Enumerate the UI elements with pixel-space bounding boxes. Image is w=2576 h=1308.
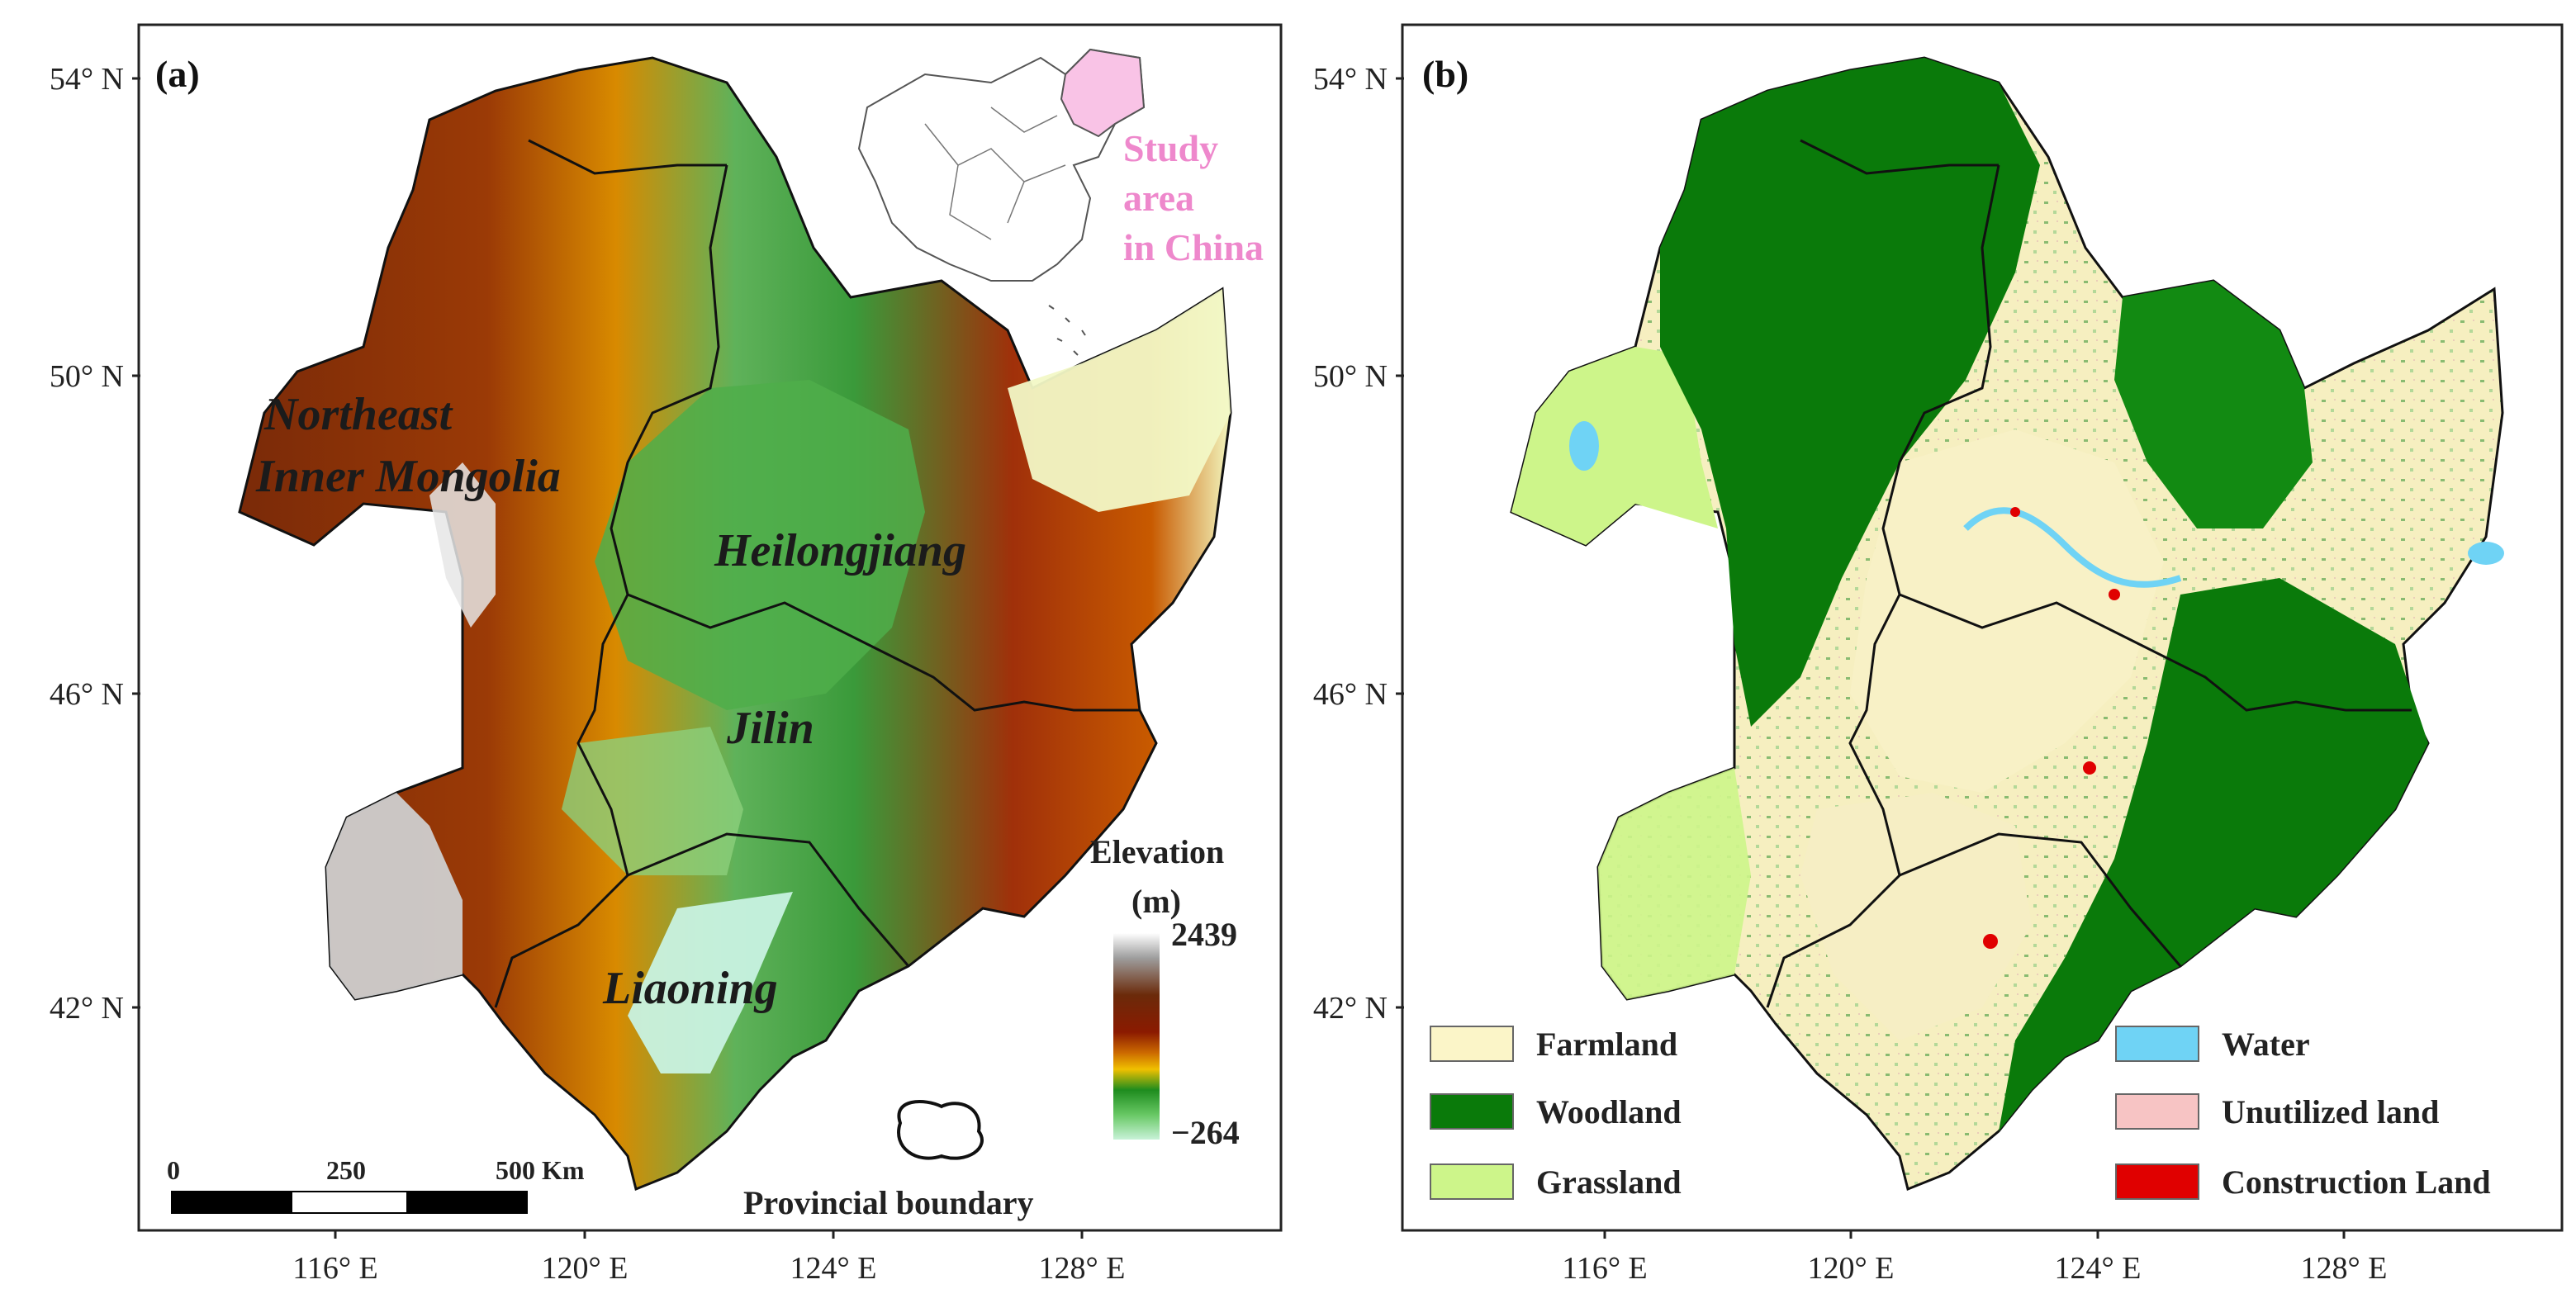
legend-label-construction-land: Construction Land (2222, 1163, 2491, 1201)
panel-b-label: (b) (1422, 53, 1468, 95)
panel-b-boundary-inner-mongolia (1766, 164, 2000, 1008)
panel-b-farmland-liaohe (1800, 793, 2032, 1040)
panel-b-lon-ticks: 116° E 120° E 124° E 128° E (1562, 1230, 2387, 1286)
panel-b-woodland-east (2114, 281, 2313, 528)
scale-bar-label-500: 500 Km (496, 1155, 585, 1185)
panel-b-lon-120: 120° E (1808, 1251, 1895, 1286)
legend-label-unutilized-land: Unutilized land (2222, 1093, 2439, 1130)
province-label-heilongjiang: Heilongjiang (714, 525, 966, 576)
panel-b-water-lake-hulun (1569, 421, 1599, 471)
panel-b: 54° N 50° N 46° N 42° N 116° E 120° E 12… (1313, 23, 2564, 1286)
panel-b-construction-2 (1983, 934, 1998, 949)
panel-a-boundary-hlj-jilin (627, 593, 1140, 712)
inset-label-line-2: area (1123, 177, 1194, 219)
panel-a-lon-128: 128° E (1039, 1251, 1126, 1286)
panel-a-boundary-north (528, 139, 727, 175)
panel-b-lat-42: 42° N (1313, 991, 1388, 1026)
scale-bar: 0 250 500 Km (167, 1155, 585, 1214)
panel-a-plain-green (595, 380, 925, 710)
south-china-sea-islands (1048, 305, 1086, 356)
panel-b-lon-124: 124° E (2055, 1251, 2142, 1286)
elevation-legend-min: −264 (1171, 1114, 1240, 1151)
legend-label-farmland: Farmland (1536, 1026, 1677, 1063)
panel-b-lat-54: 54° N (1313, 62, 1388, 97)
province-label-northeast: Northeast (263, 389, 453, 440)
legend-swatch-farmland (1430, 1026, 1514, 1062)
panel-b-boundary-hlj-jilin (1899, 593, 2412, 712)
panel-a-lon-120: 120° E (542, 1251, 629, 1286)
panel-b-water-river (1963, 507, 2182, 588)
china-inset-map: Study area in China (857, 48, 1264, 356)
panel-b-grassland-southwest (1598, 768, 1751, 999)
province-label-jilin: Jilin (726, 703, 814, 754)
legend-swatch-construction-land (2115, 1163, 2199, 1200)
inset-label-line-3: in China (1123, 226, 1264, 268)
scale-bar-label-0: 0 (167, 1155, 180, 1185)
elevation-color-ramp (1113, 933, 1160, 1140)
panel-a-lon-ticks: 116° E 120° E 124° E 128° E (292, 1230, 1125, 1286)
panel-b-boundary-north (1800, 139, 1999, 175)
panel-b-construction-4 (2010, 507, 2020, 517)
panel-b-woodland-changbai (1999, 578, 2428, 1131)
panel-b-lat-ticks: 54° N 50° N 46° N 42° N (1313, 62, 1404, 1026)
panel-b-construction-3 (2109, 589, 2120, 600)
panel-b-lon-128: 128° E (2301, 1251, 2388, 1286)
panel-a-high-terrain-west (326, 793, 463, 999)
china-inset-province-lines (924, 107, 1066, 240)
legend-label-grassland: Grassland (1536, 1163, 1682, 1201)
panel-b-woodland-khingan (1660, 58, 2040, 727)
legend-swatch-woodland (1430, 1093, 1514, 1130)
panel-b-construction-1 (2083, 761, 2096, 775)
panel-a-lat-50: 50° N (50, 359, 124, 394)
landuse-legend: Farmland Woodland Grassland Water Unutil… (1430, 1026, 2491, 1201)
panel-a-lat-ticks: 54° N 50° N 46° N 42° N (50, 62, 140, 1026)
boundary-legend: Provincial boundary (743, 1100, 1034, 1221)
panel-a-lon-124: 124° E (790, 1251, 877, 1286)
elevation-legend-title-1: Elevation (1090, 833, 1224, 870)
panel-a-lat-54: 54° N (50, 62, 124, 97)
study-area-highlight (1060, 48, 1146, 138)
boundary-legend-symbol (897, 1100, 984, 1160)
legend-swatch-grassland (1430, 1163, 1514, 1200)
legend-label-water: Water (2222, 1026, 2310, 1063)
elevation-legend: Elevation (m) 2439 −264 (1090, 833, 1240, 1151)
panel-b-boundary-jilin-liaoning (1899, 832, 2182, 967)
panel-a-lon-116: 116° E (292, 1251, 378, 1286)
panel-a-plain-light (562, 727, 743, 875)
panel-a-lat-46: 46° N (50, 677, 124, 712)
inset-label-line-1: Study (1123, 127, 1218, 169)
panel-a-east-lowland (1008, 289, 1231, 512)
panel-a-label: (a) (155, 53, 200, 95)
legend-label-woodland: Woodland (1536, 1093, 1682, 1130)
panel-a-liaoning-plain (628, 892, 793, 1073)
scale-bar-segment-1 (171, 1191, 292, 1214)
legend-swatch-unutilized-land (2115, 1093, 2199, 1130)
elevation-legend-max: 2439 (1171, 916, 1237, 953)
panel-a-boundary-jilin-liaoning (627, 832, 910, 967)
panel-b-lat-50: 50° N (1313, 359, 1388, 394)
panel-b-lat-46: 46° N (1313, 677, 1388, 712)
province-label-liaoning: Liaoning (602, 963, 778, 1014)
province-label-inner-mongolia: Inner Mongolia (255, 451, 561, 502)
boundary-legend-label: Provincial boundary (743, 1184, 1034, 1221)
scale-bar-label-250: 250 (326, 1155, 366, 1185)
panel-a-boundary-inner-mongolia (494, 164, 728, 1008)
panel-b-farmland-songnen (1850, 429, 2164, 793)
panel-a-lat-42: 42° N (50, 991, 124, 1026)
panel-b-grassland-west (1511, 347, 1718, 545)
panel-b-lon-116: 116° E (1562, 1251, 1648, 1286)
elevation-legend-title-2: (m) (1131, 883, 1181, 920)
scale-bar-segment-3 (406, 1191, 528, 1214)
panel-a-high-terrain-north (429, 462, 496, 628)
scale-bar-segment-2 (291, 1191, 408, 1214)
panel-b-water-lake-xingkai (2468, 542, 2504, 565)
legend-swatch-water (2115, 1026, 2199, 1062)
panel-a: 54° N 50° N 46° N 42° N 116° E 120° E 12… (50, 23, 1283, 1286)
